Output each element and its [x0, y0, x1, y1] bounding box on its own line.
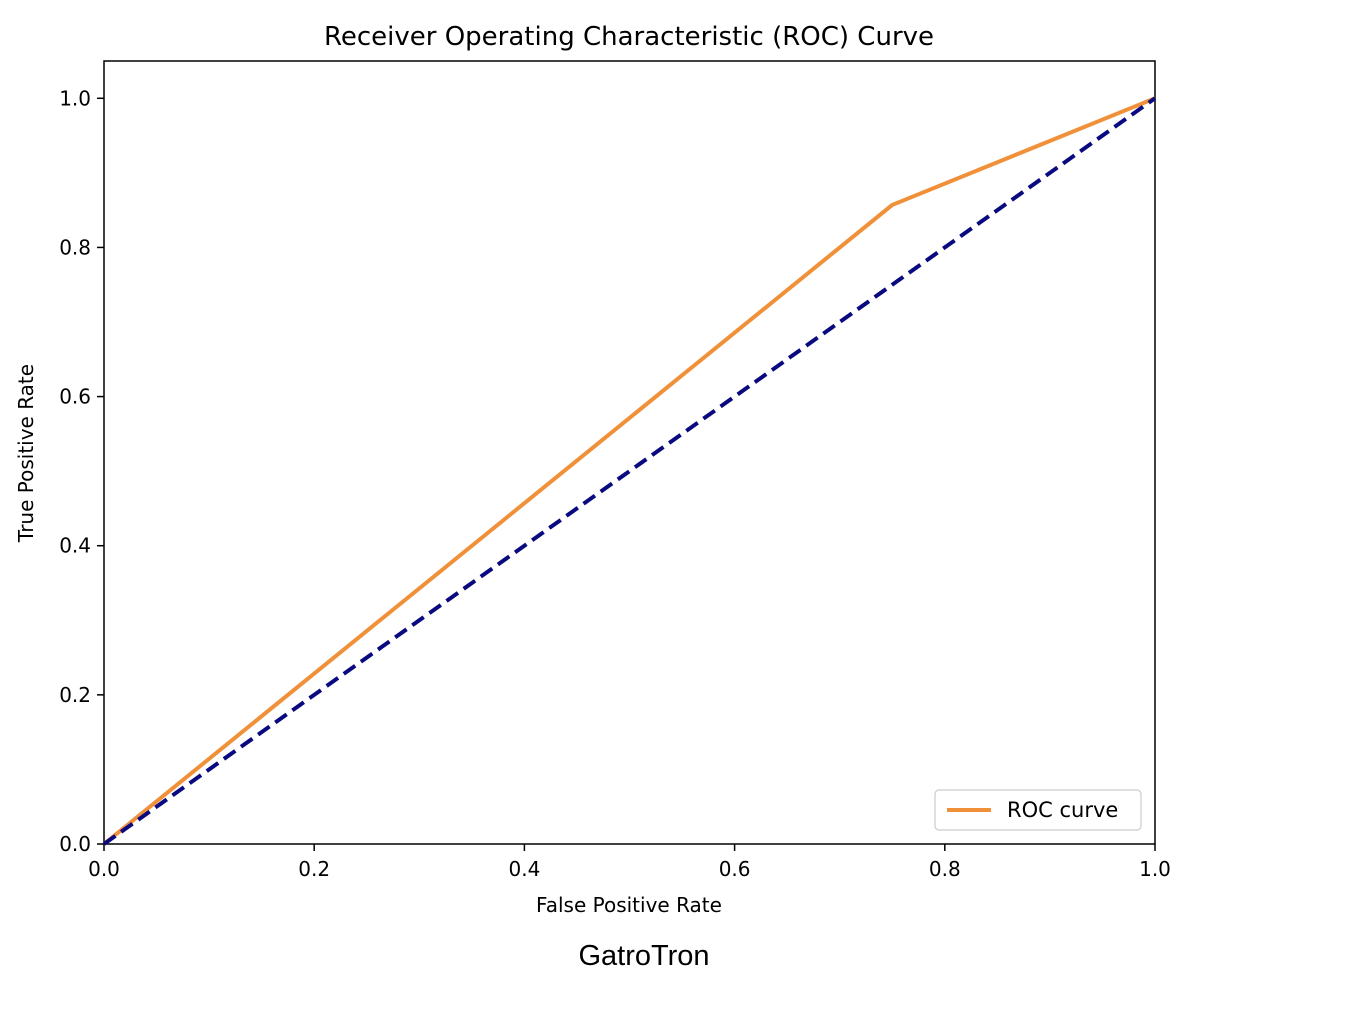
figure-caption: GatroTron	[578, 940, 710, 972]
x-tick-label: 1.0	[1139, 857, 1171, 881]
plot-area: 0.0 0.2 0.4 0.6 0.8 1.0 0.0 0.2 0.4 0.6 0.8 1.0 ROC …	[59, 60, 1171, 881]
legend-box	[934, 789, 1142, 831]
x-tick-label: 0.2	[298, 857, 330, 881]
y-tick-label: 0.8	[59, 235, 91, 259]
y-tick-label: 1.0	[59, 86, 91, 110]
x-tick-label: 0.4	[508, 857, 540, 881]
chance-diagonal-line	[102, 96, 1157, 846]
y-tick-label: 0.2	[59, 683, 91, 707]
x-axis-label: False Positive Rate	[536, 893, 722, 917]
chart-title: Receiver Operating Characteristic (ROC) …	[324, 22, 934, 52]
y-tick-label: 0.0	[59, 832, 91, 856]
y-axis-label: True Positive Rate	[14, 364, 38, 543]
plot-frame	[103, 60, 1156, 845]
x-tick-label: 0.6	[719, 857, 751, 881]
y-tick-label: 0.6	[59, 385, 91, 409]
x-tick-label: 0.8	[929, 857, 961, 881]
roc-curve-line	[102, 96, 1156, 846]
legend-label: ROC curve	[1007, 798, 1118, 822]
x-tick-label: 0.0	[88, 857, 120, 881]
y-tick-label: 0.4	[59, 534, 91, 558]
